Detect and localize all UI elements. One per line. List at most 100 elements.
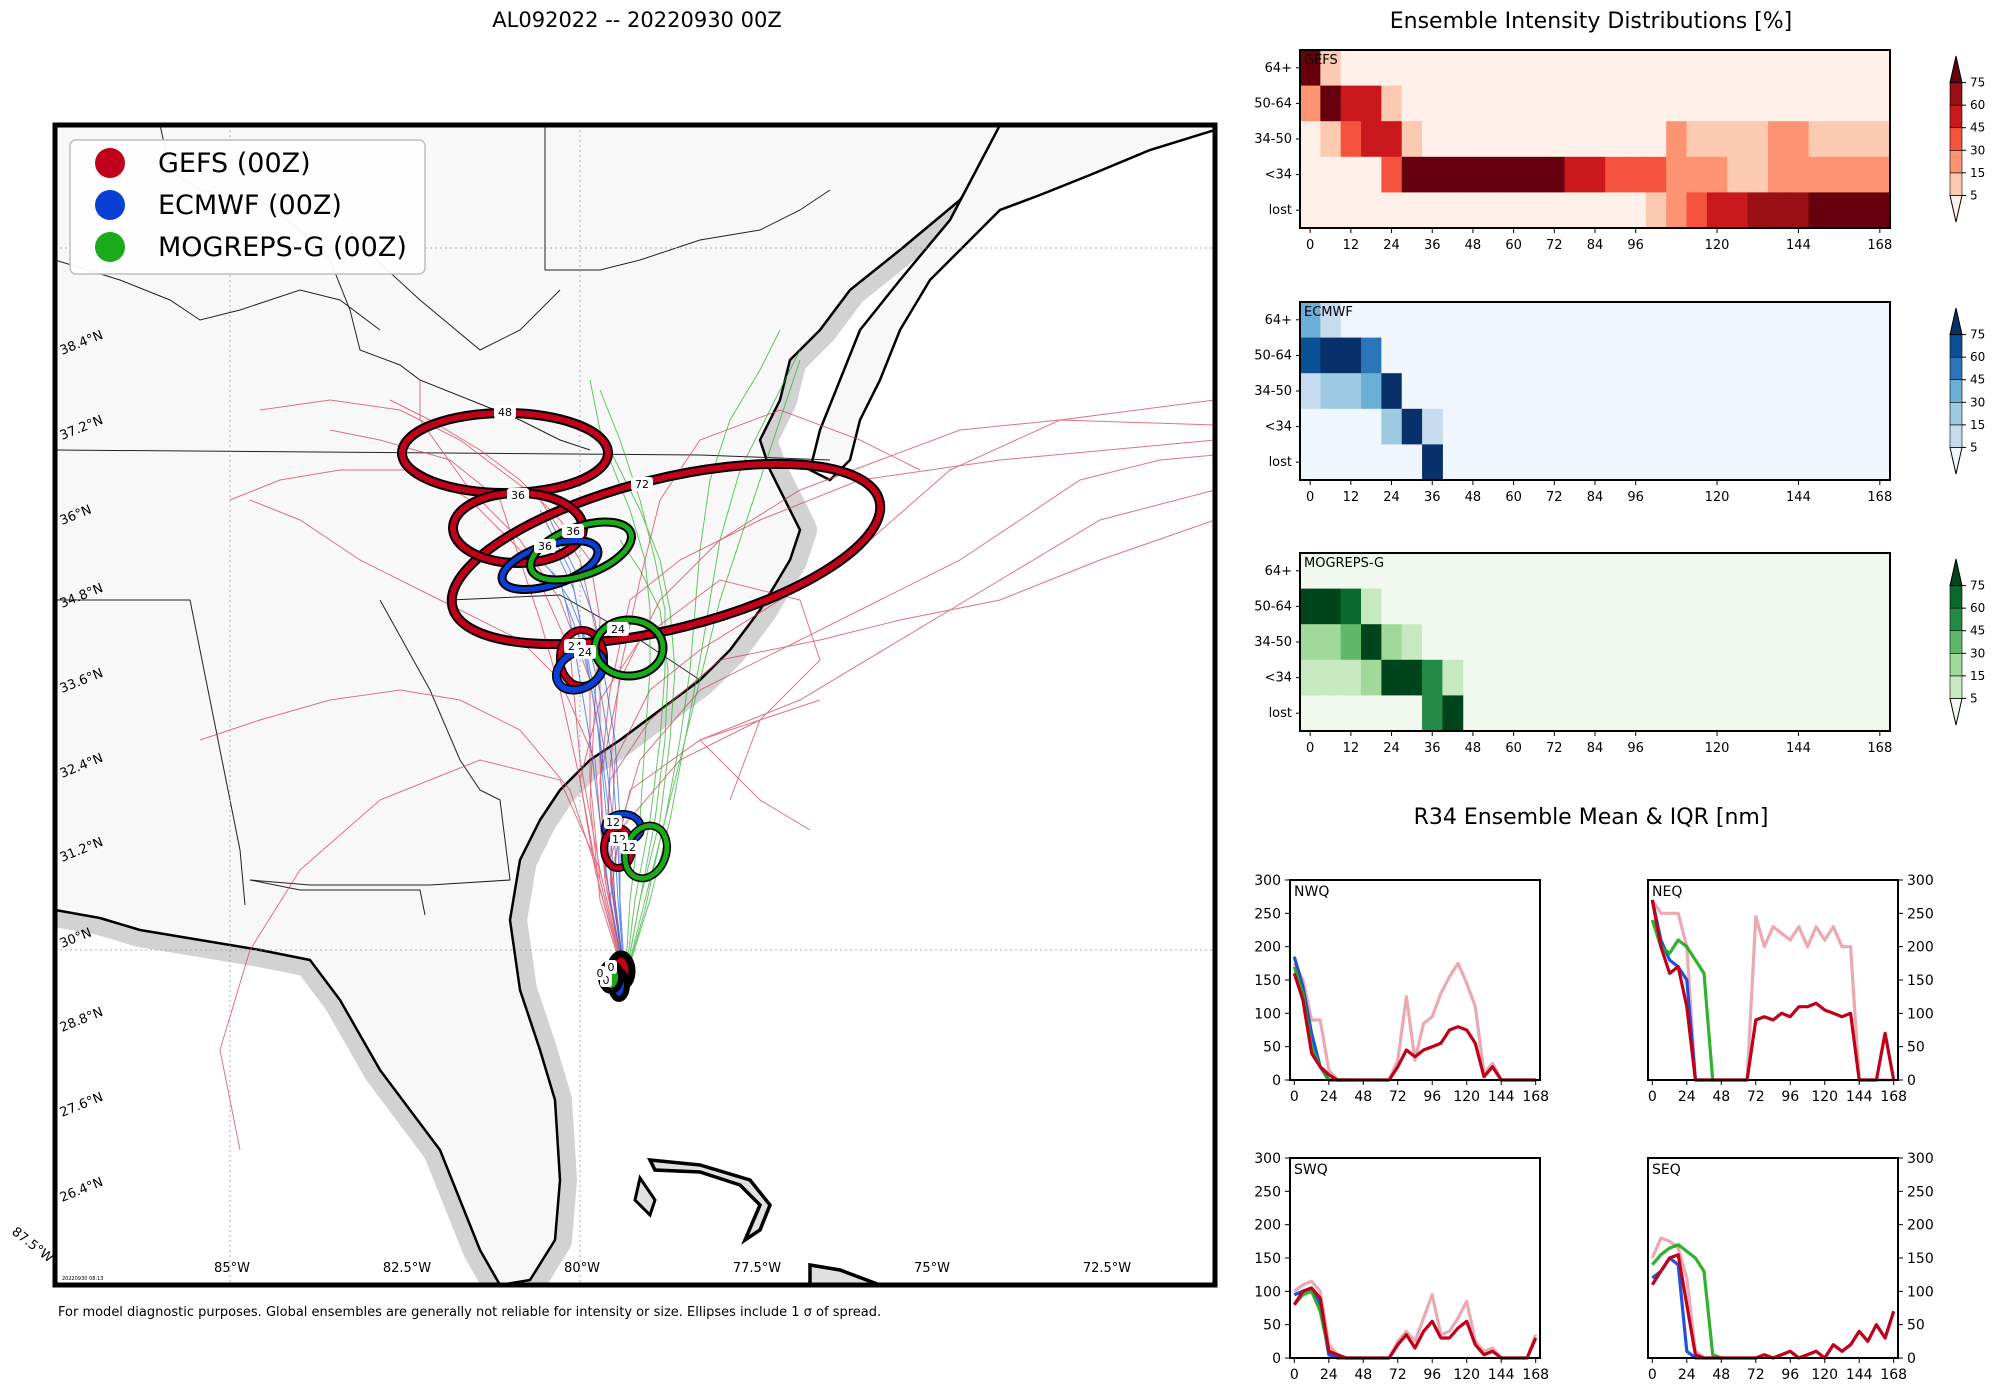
heatmap-cell bbox=[1666, 121, 1688, 158]
heatmap-cell bbox=[1320, 85, 1342, 122]
hour-label-mogreps-0: 0 bbox=[594, 966, 606, 980]
heatmap-cell bbox=[1442, 695, 1464, 732]
heatmap-cell bbox=[1340, 50, 1362, 87]
heatmap-cell bbox=[1401, 192, 1423, 229]
heatmap-cell bbox=[1808, 192, 1830, 229]
heatmap-cell bbox=[1544, 192, 1565, 229]
heatmap-xtick: 12 bbox=[1343, 490, 1360, 505]
heatmap-cell bbox=[1869, 156, 1891, 193]
r34-ytick: 50 bbox=[1263, 1040, 1281, 1056]
r34-ytick: 0 bbox=[1907, 1351, 1916, 1367]
heatmap-cell bbox=[1422, 588, 1443, 625]
heatmap-xtick: 168 bbox=[1867, 741, 1892, 756]
heatmap-cell bbox=[1340, 444, 1362, 481]
land-fill bbox=[55, 125, 1002, 1285]
heatmap-cell bbox=[1381, 695, 1403, 732]
r34-xtick: 24 bbox=[1678, 1089, 1696, 1105]
heatmap-cell bbox=[1625, 156, 1647, 193]
heatmap-xtick: 84 bbox=[1587, 490, 1604, 505]
svg-text:24: 24 bbox=[578, 646, 592, 659]
r34-xtick: 24 bbox=[1678, 1367, 1696, 1383]
heatmap-xtick: 144 bbox=[1786, 238, 1811, 253]
hour-label-mogreps-12: 12 bbox=[620, 840, 638, 854]
r34-panel-seq: 0 50 100 150 200 250 300 0 24 48 72 96 120 144 168 SEQ bbox=[1647, 1151, 1934, 1383]
colorbar-ecmwf: 5 15 30 45 60 75 bbox=[1949, 307, 1985, 475]
heatmap-cell bbox=[1869, 85, 1891, 122]
r34-panel-nwq: 0 50 100 150 200 250 300 0 24 48 72 96 120 144 168 NWQ bbox=[1254, 873, 1549, 1105]
heatmap-cell bbox=[1503, 192, 1525, 229]
heatmap-ylabel: 34-50 bbox=[1254, 635, 1292, 650]
heatmap-cell bbox=[1361, 85, 1382, 122]
r34-title: R34 Ensemble Mean & IQR [nm] bbox=[1414, 805, 1769, 830]
heatmap-xtick: 120 bbox=[1705, 238, 1730, 253]
heatmap-cell bbox=[1300, 373, 1321, 410]
lon-label: 77.5°W bbox=[733, 1261, 781, 1276]
heatmap-cell bbox=[1523, 156, 1545, 193]
heatmap-cell bbox=[1503, 121, 1525, 158]
hour-label-gefs-36: 36 bbox=[507, 488, 529, 502]
ellipse-hour-labels: 48 72 36 36 36 24 24 24 12 12 12 0 0 0 bbox=[494, 405, 653, 987]
heatmap-cell bbox=[1523, 85, 1545, 122]
hour-label-ecmwf-24: 24 bbox=[574, 645, 596, 659]
r34-xtick: 0 bbox=[1648, 1089, 1657, 1105]
heatmap-cell bbox=[1645, 156, 1667, 193]
r34-xtick: 48 bbox=[1354, 1367, 1372, 1383]
heatmap-xtick: 120 bbox=[1705, 490, 1730, 505]
r34-xtick: 168 bbox=[1880, 1089, 1907, 1105]
r34-ytick: 250 bbox=[1254, 906, 1281, 922]
lon-label: 72.5°W bbox=[1083, 1261, 1131, 1276]
heatmap-cell bbox=[1320, 588, 1342, 625]
heatmap-ylabel: lost bbox=[1269, 455, 1292, 470]
heatmap-cell bbox=[1462, 121, 1484, 158]
heatmap-cell bbox=[1401, 444, 1423, 481]
heatmap-xtick: 96 bbox=[1627, 238, 1644, 253]
heatmap-cell bbox=[1320, 121, 1342, 158]
r34-ytick: 0 bbox=[1272, 1073, 1281, 1089]
heatmap-cell bbox=[1686, 85, 1708, 122]
heatmap-cell bbox=[1320, 408, 1342, 445]
heatmap-cell bbox=[1401, 553, 1423, 590]
heatmap-cell bbox=[1462, 156, 1484, 193]
heatmap-cell bbox=[1808, 50, 1830, 87]
r34-series-mogreps-g bbox=[1651, 1243, 1722, 1360]
heatmap-cell bbox=[1401, 695, 1423, 732]
heatmap-cell bbox=[1320, 553, 1342, 590]
heatmap-cell bbox=[1340, 624, 1362, 661]
svg-text:0: 0 bbox=[603, 974, 610, 987]
heatmap-cell bbox=[1747, 50, 1769, 87]
lon-label: 85°W bbox=[214, 1261, 250, 1276]
hour-label-gefs-48: 48 bbox=[494, 405, 516, 419]
heatmap-cell bbox=[1381, 444, 1403, 481]
heatmap-cell bbox=[1422, 444, 1443, 481]
heatmap-cell bbox=[1523, 121, 1545, 158]
colorbar-tick: 15 bbox=[1970, 418, 1985, 432]
heatmap-cell bbox=[1849, 85, 1871, 122]
heatmap-cell bbox=[1605, 50, 1627, 87]
hour-label-gefs-0: 0 bbox=[605, 960, 617, 974]
heatmap-panel-label: MOGREPS-G bbox=[1304, 556, 1384, 571]
island-shape bbox=[633, 1174, 657, 1218]
r34-xtick: 168 bbox=[1522, 1089, 1549, 1105]
heatmap-xtick: 24 bbox=[1383, 238, 1400, 253]
heatmap-cell bbox=[1523, 50, 1545, 87]
r34-ytick: 200 bbox=[1254, 1218, 1281, 1234]
heatmap-cell bbox=[1361, 121, 1382, 158]
heatmap-cell bbox=[1401, 50, 1423, 87]
heatmap-mogreps-g: 64+ 50-64 34-50 <34 lost 0 12 24 36 48 60 72 84 96 120… bbox=[1254, 552, 1985, 756]
heatmap-cell bbox=[1706, 85, 1728, 122]
colorbar-tick: 45 bbox=[1970, 121, 1985, 135]
heatmap-cell bbox=[1300, 624, 1321, 661]
heatmap-ylabel: 64+ bbox=[1265, 564, 1292, 579]
heatmap-cell bbox=[1361, 373, 1382, 410]
heatmap-cell bbox=[1422, 337, 1443, 374]
heatmap-cell bbox=[1381, 408, 1403, 445]
heatmap-cell bbox=[1340, 373, 1362, 410]
heatmap-cell bbox=[1645, 192, 1667, 229]
heatmap-cell bbox=[1401, 373, 1423, 410]
heatmap-cell bbox=[1564, 85, 1586, 122]
heatmap-cell bbox=[1483, 156, 1504, 193]
legend-swatch-ecmwf bbox=[95, 190, 125, 220]
heatmap-xtick: 48 bbox=[1465, 741, 1482, 756]
heatmap-cell bbox=[1828, 50, 1850, 87]
heatmap-cell bbox=[1422, 156, 1443, 193]
